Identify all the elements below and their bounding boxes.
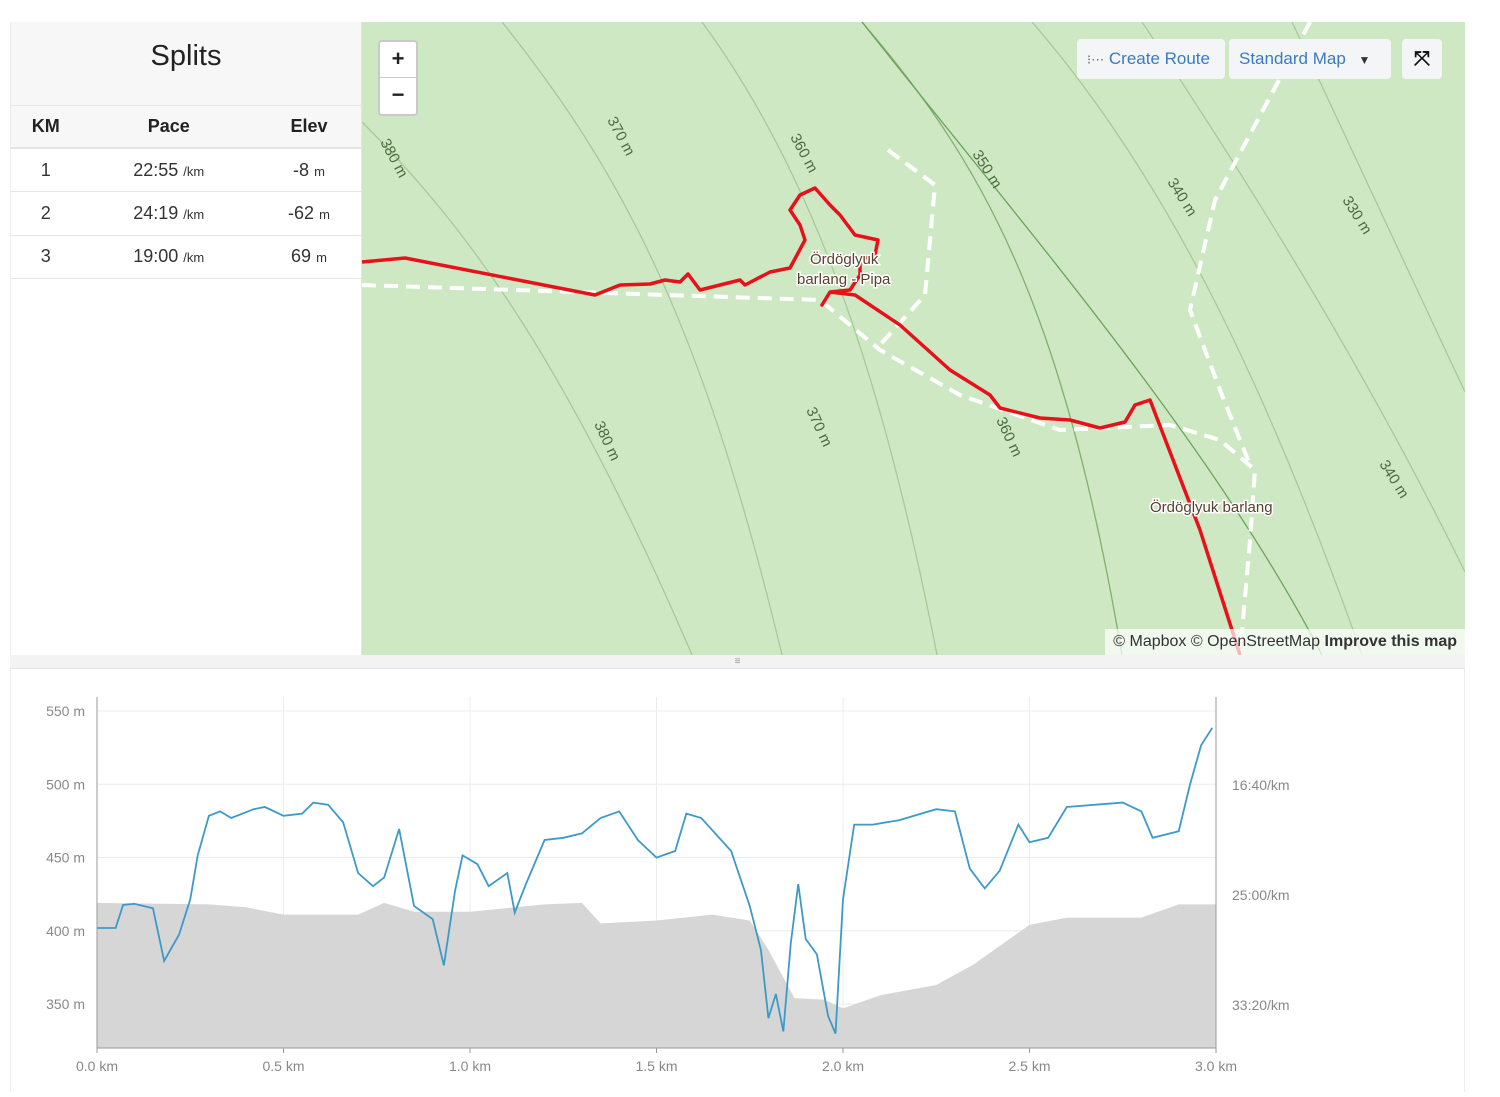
split-elev: 69 m xyxy=(256,235,361,279)
right-tick-label: 33:20/km xyxy=(1232,997,1290,1013)
trail-path xyxy=(1187,22,1312,466)
map-type-label: Standard Map xyxy=(1239,49,1346,68)
contour-lines xyxy=(362,22,1465,655)
split-km: 1 xyxy=(11,148,81,192)
elevation-area xyxy=(97,902,1216,1048)
x-tick-label: 2.0 km xyxy=(822,1058,864,1074)
right-tick-label: 16:40/km xyxy=(1232,777,1290,793)
fullscreen-icon: ⤧ xyxy=(1414,48,1430,70)
elev-unit: m xyxy=(319,206,330,222)
y-tick-label: 400 m xyxy=(46,923,85,939)
map-attribution: © Mapbox © OpenStreetMap Improve this ma… xyxy=(1105,629,1465,655)
zoom-out-button[interactable]: − xyxy=(391,82,405,107)
pace-unit: /km xyxy=(183,163,205,179)
contour-label: 370 m xyxy=(603,114,638,159)
contour-line xyxy=(701,22,938,655)
contour-line xyxy=(501,22,783,655)
right-tick-label: 25:00/km xyxy=(1232,887,1290,903)
splits-title: Splits xyxy=(11,22,361,106)
split-pace: 19:00 /km xyxy=(80,235,257,279)
pace-line xyxy=(97,727,1214,1034)
contour-label: 370 m xyxy=(802,405,835,450)
elev-unit: m xyxy=(314,163,325,179)
elev-value: 69 xyxy=(291,246,312,267)
resize-handle[interactable]: ≡ xyxy=(10,655,1465,669)
zoom-in-button[interactable]: + xyxy=(380,42,416,78)
contour-label: 340 m xyxy=(1376,457,1413,501)
x-tick-label: 1.0 km xyxy=(449,1058,491,1074)
elev-value: -8 xyxy=(293,159,310,180)
contour-line xyxy=(1141,22,1465,573)
activity-route xyxy=(362,186,1242,655)
split-row: 1 22:55 /km -8 m xyxy=(11,148,361,192)
trail-path xyxy=(878,148,938,347)
header-pace: Pace xyxy=(80,106,257,149)
create-route-label: Create Route xyxy=(1108,49,1210,68)
map-type-dropdown[interactable]: Standard Map ▼ xyxy=(1229,39,1391,79)
split-pace: 24:19 /km xyxy=(80,191,257,236)
contour-label: 340 m xyxy=(1164,175,1201,219)
split-elev: -8 m xyxy=(256,148,361,192)
contour-line xyxy=(861,22,1323,655)
attribution-text[interactable]: © Mapbox © OpenStreetMap xyxy=(1113,633,1321,650)
split-row: 3 19:00 /km 69 m xyxy=(11,235,361,279)
contour-label: 330 m xyxy=(1339,193,1376,237)
split-km: 3 xyxy=(11,235,81,279)
x-tick-label: 0.5 km xyxy=(262,1058,304,1074)
y-tick-label: 550 m xyxy=(46,703,85,719)
map[interactable]: 380 m 370 m 360 m 350 m 340 m 330 m 380 … xyxy=(362,22,1465,655)
split-pace: 22:55 /km xyxy=(80,148,257,192)
pace-unit: /km xyxy=(183,206,205,222)
header-km: KM xyxy=(11,106,81,149)
chart-canvas: 550 m 500 m 450 m 400 m 350 m 0.0 km 0.5 km 1.0… xyxy=(46,697,1290,1074)
contour-label: 360 m xyxy=(992,415,1025,460)
contour-label: 350 m xyxy=(969,147,1006,191)
elev-unit: m xyxy=(316,250,327,266)
caret-down-icon: ▼ xyxy=(1358,53,1371,67)
y-tick-label: 350 m xyxy=(46,996,85,1012)
pace-value: 24:19 xyxy=(133,202,179,223)
place-label: Ördöglyuk xyxy=(810,250,879,268)
header-elev: Elev xyxy=(256,106,361,149)
route-icon: ⁝⋯ xyxy=(1087,52,1105,67)
contour-label: 360 m xyxy=(786,131,821,176)
improve-map-link[interactable]: Improve this map xyxy=(1324,633,1457,650)
contour-line xyxy=(362,121,693,655)
split-elev: -62 m xyxy=(256,191,361,236)
trails xyxy=(362,22,1312,655)
fullscreen-button[interactable]: ⤧ xyxy=(1402,39,1442,79)
contour-label: 380 m xyxy=(590,419,623,464)
split-km: 2 xyxy=(11,191,81,236)
trail-path xyxy=(362,283,1258,655)
x-tick-label: 3.0 km xyxy=(1195,1058,1237,1074)
contour-line xyxy=(1291,22,1465,393)
pace-value: 22:55 xyxy=(133,159,179,180)
contour-line xyxy=(1031,22,1363,655)
zoom-control: + − xyxy=(378,40,418,116)
split-row: 2 24:19 /km -62 m xyxy=(11,191,361,236)
contour-label: 380 m xyxy=(376,136,411,181)
x-tick-label: 0.0 km xyxy=(76,1058,118,1074)
y-tick-label: 500 m xyxy=(46,776,85,792)
place-label: Ördöglyuk barlang xyxy=(1150,498,1273,516)
pace-unit: /km xyxy=(183,250,205,266)
pace-value: 19:00 xyxy=(133,246,179,267)
create-route-button[interactable]: ⁝⋯ Create Route xyxy=(1077,39,1225,79)
y-tick-label: 450 m xyxy=(46,850,85,866)
x-tick-label: 1.5 km xyxy=(635,1058,677,1074)
contour-line xyxy=(861,22,1123,655)
x-tick-label: 2.5 km xyxy=(1008,1058,1050,1074)
place-label: barlang - Pipa xyxy=(797,271,891,288)
elev-value: -62 xyxy=(288,202,315,223)
map-canvas: 380 m 370 m 360 m 350 m 340 m 330 m 380 … xyxy=(362,22,1465,655)
elevation-pace-chart: 550 m 500 m 450 m 400 m 350 m 0.0 km 0.5 km 1.0… xyxy=(10,669,1465,1092)
